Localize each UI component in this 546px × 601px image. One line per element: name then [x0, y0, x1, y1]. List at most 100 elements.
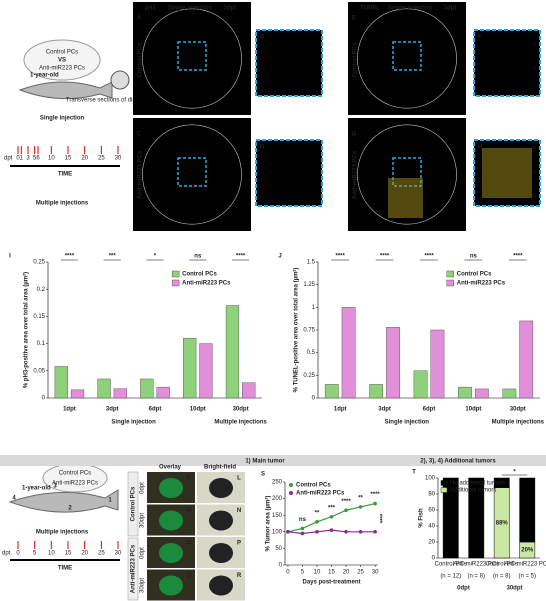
point [315, 530, 319, 534]
label: Anti-miR223 PCs [39, 66, 85, 72]
x-tick-label: 10dpt [190, 407, 206, 413]
bar [54, 366, 68, 399]
significance: **** [236, 254, 246, 260]
legend-swatch [440, 480, 448, 486]
y-tick-label: 60 [428, 508, 435, 514]
label: 1-year-old [22, 486, 51, 492]
significance: ** [315, 510, 320, 516]
panel-letter: J [278, 254, 281, 260]
x-axis-label: Days post-treatment [302, 580, 360, 586]
y-tick-label: 0 [279, 563, 283, 569]
bar [502, 388, 517, 399]
column-label: Overlay [159, 465, 182, 471]
significance: **** [65, 254, 75, 260]
label: 1-year-old [30, 73, 59, 79]
tissue-outline [357, 124, 457, 225]
x-tick-label: Control PCs [486, 562, 518, 568]
x-tick-label: 3dpt [378, 407, 391, 413]
bar [413, 370, 428, 399]
significance: **** [370, 492, 380, 498]
bar-segment [442, 477, 459, 559]
panel-letter: A [137, 16, 142, 22]
significance: **** [380, 254, 390, 260]
group-label: Single injection [385, 420, 430, 426]
value-label: 20% [521, 548, 534, 554]
tumor [209, 510, 233, 531]
label: Control PCs [46, 50, 78, 56]
point [329, 528, 334, 532]
n-label: (n = 5) [518, 574, 536, 580]
tumor [209, 478, 233, 498]
significance: *** [328, 505, 336, 511]
panel-letter: S [261, 472, 265, 478]
tumor [159, 575, 183, 596]
x-tick-label: 30 [372, 570, 379, 576]
significance: **** [341, 499, 351, 505]
point [300, 531, 305, 536]
zebrafish [8, 489, 119, 513]
panel-letter: L [237, 476, 241, 482]
y-tick-label: 0 [432, 556, 436, 562]
panel-letter: N [237, 508, 241, 514]
y-tick-label: 0.25 [33, 260, 45, 266]
micrograph [255, 29, 323, 97]
legend-label: Anti-miR223 PCs [457, 281, 506, 287]
timeline-tick: 20 [81, 551, 88, 557]
group-bar [127, 537, 139, 601]
timeline-tick: 20 [81, 156, 88, 162]
bar [474, 388, 489, 399]
timeline-tick: 6 [36, 156, 40, 162]
label: Transverse sections of dissected tumor [66, 98, 170, 104]
label: Single injection [40, 116, 85, 122]
time-label: 30dpt [140, 513, 146, 528]
point [300, 526, 305, 531]
legend-swatch [446, 270, 454, 278]
x-tick-label: 30dpt [510, 407, 526, 413]
y-tick-label: 0.5 [307, 350, 316, 356]
timeline-tick: 10 [48, 156, 55, 162]
y-tick-label: 0 [312, 396, 316, 402]
significance: ** [358, 495, 363, 501]
significance: **** [513, 254, 523, 260]
x-tick-label: Control PCs [435, 562, 467, 568]
x-tick-label: 5 [301, 570, 305, 576]
bar [140, 378, 154, 399]
x-tick-label: 10dpt [465, 407, 481, 413]
panel-letter: K [187, 476, 192, 482]
label: dpt [4, 156, 13, 162]
y-tick-label: 0.05 [33, 368, 45, 374]
bar [242, 382, 256, 399]
bar [458, 386, 472, 399]
stain-label: Single injection [388, 6, 433, 12]
label: Control PCs [59, 471, 91, 477]
micrograph [348, 118, 466, 231]
y-tick-label: 100 [425, 476, 436, 482]
bar [341, 307, 356, 399]
panel-letter: E [352, 16, 356, 22]
x-tick-label: 10 [314, 570, 321, 576]
tissue-outline [357, 8, 457, 109]
timeline-tick: 25 [98, 551, 105, 557]
time-label: 0dpt [140, 482, 146, 494]
significance: *** [109, 254, 117, 260]
timeline-tick: 1 [20, 156, 24, 162]
label: dpt. [2, 551, 12, 557]
x-tick-label: 3dpt [106, 407, 119, 413]
x-tick-label: Anti-miR223 PCs [504, 562, 546, 568]
micrograph [348, 2, 466, 115]
panel-letter: R [237, 573, 242, 579]
bar-segment [468, 477, 485, 559]
panel-letter: P [237, 541, 241, 547]
bar [430, 329, 445, 399]
x-tick-label: 25 [357, 570, 364, 576]
y-tick-label: 250 [272, 480, 283, 486]
group-label: 30dpt [506, 586, 522, 592]
group-label: Multiple injections [492, 420, 545, 426]
y-tick-label: 0.25 [303, 373, 315, 379]
timeline-tick: 30 [115, 156, 122, 162]
timeline-tick: 3 [26, 156, 30, 162]
timeline-tick: 30 [115, 551, 122, 557]
group-label: 0dpt [457, 586, 470, 592]
x-tick-label: 20 [343, 570, 350, 576]
